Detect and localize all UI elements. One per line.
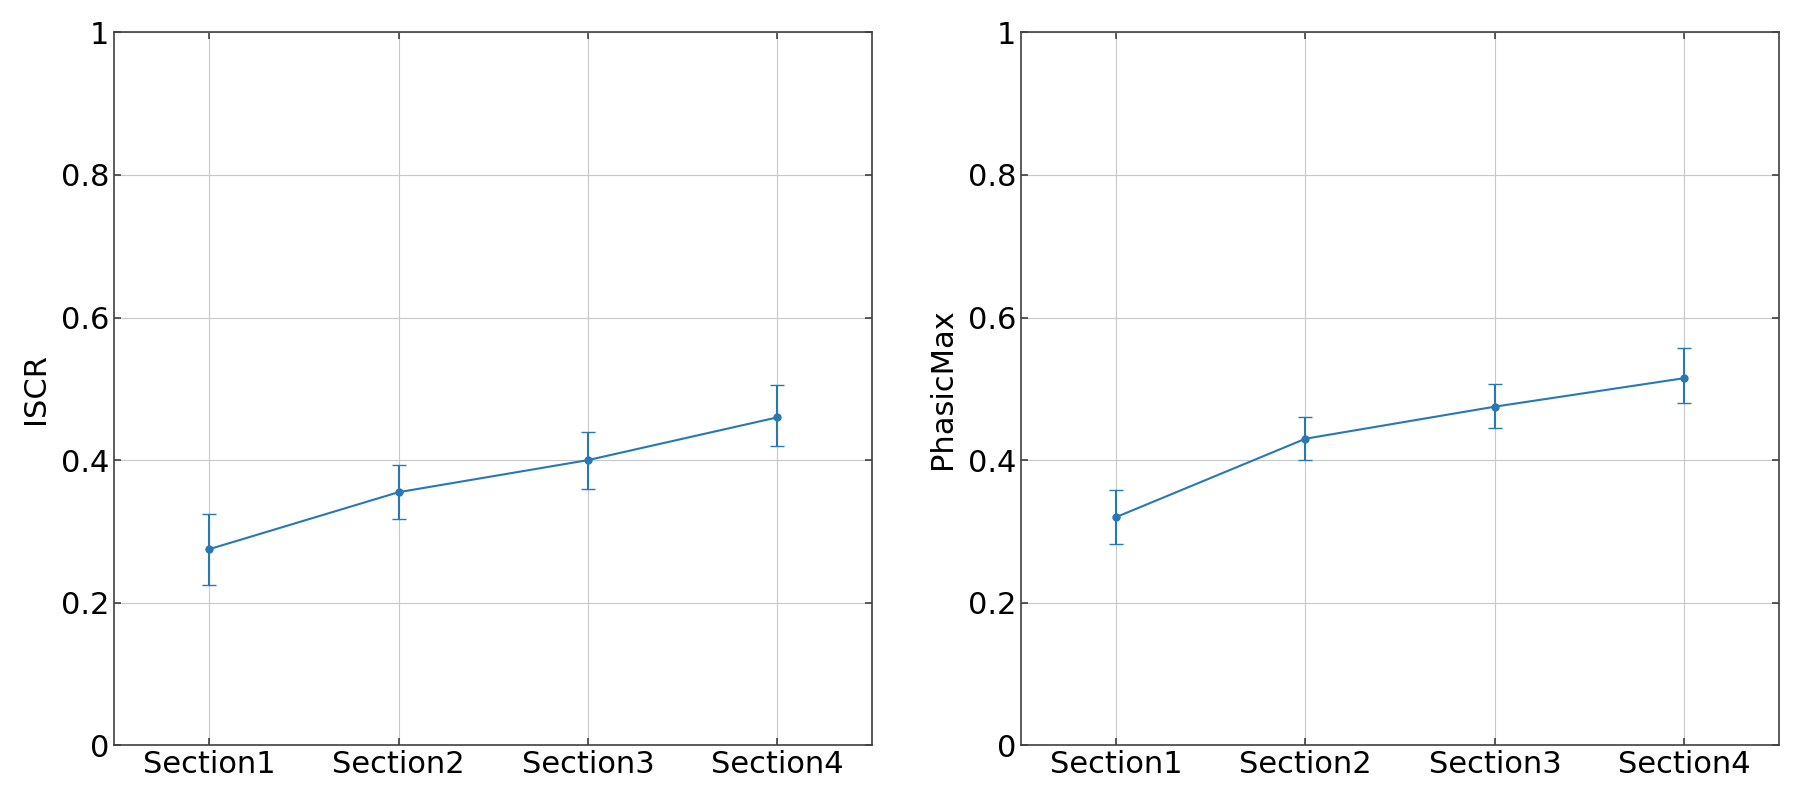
Y-axis label: ISCR: ISCR bbox=[22, 354, 50, 424]
Y-axis label: PhasicMax: PhasicMax bbox=[927, 309, 958, 469]
